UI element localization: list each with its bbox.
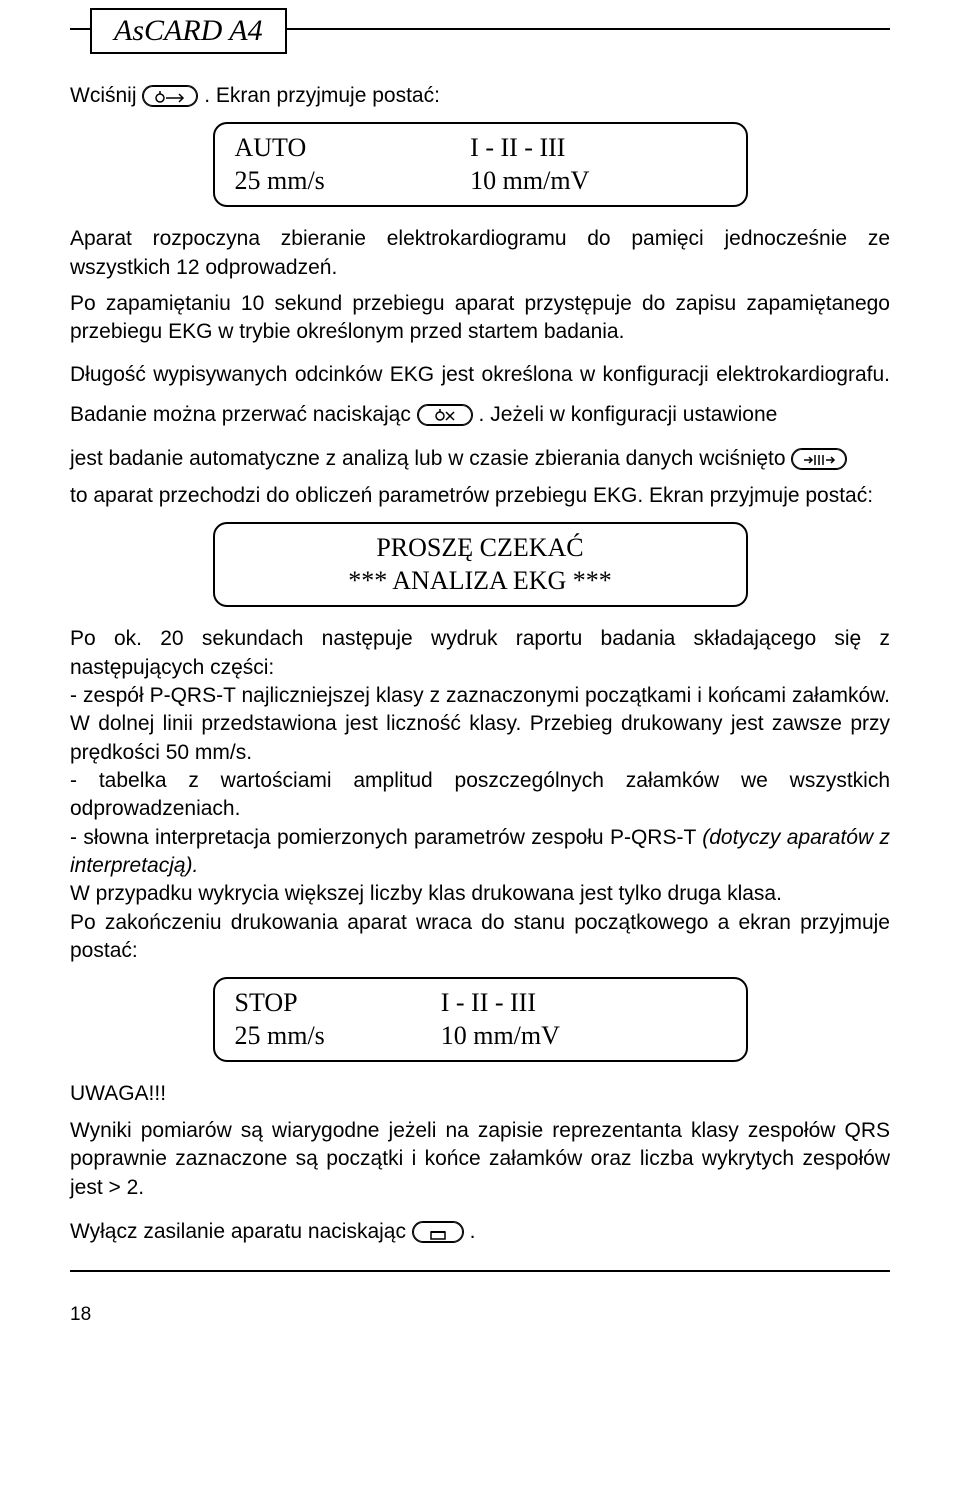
device-label: AsCARD A4 xyxy=(90,8,287,54)
para-8: Po zakończeniu drukowania aparat wraca d… xyxy=(70,909,890,966)
uwaga-body: Wyniki pomiarów są wiarygodne jeżeli na … xyxy=(70,1117,890,1202)
lcd3-r2l: 25 mm/s xyxy=(235,1020,441,1053)
start-record-icon xyxy=(142,85,198,107)
period: . xyxy=(470,1220,476,1243)
power-off-text: Wyłącz zasilanie aparatu naciskając xyxy=(70,1220,412,1243)
bullet-3: - słowna interpretacja pomierzonych para… xyxy=(70,824,890,881)
bullet-2: - tabelka z wartościami amplitud poszcze… xyxy=(70,767,890,824)
lcd3-r1l: STOP xyxy=(235,987,441,1020)
para-5: to aparat przechodzi do obliczeń paramet… xyxy=(70,482,890,510)
report-description: Po ok. 20 sekundach następuje wydruk rap… xyxy=(70,625,890,965)
uwaga-heading: UWAGA!!! xyxy=(70,1080,890,1108)
bottom-rule xyxy=(70,1270,890,1272)
lcd-display-stop: STOP I - II - III 25 mm/s 10 mm/mV xyxy=(213,977,748,1062)
lcd3-r1r: I - II - III xyxy=(441,987,726,1020)
bullet3a-text: - słowna interpretacja pomierzonych para… xyxy=(70,826,702,849)
para-4: jest badanie automatyczne z analizą lub … xyxy=(70,443,890,475)
intro-line: Wciśnij . Ekran przyjmuje postać: xyxy=(70,82,890,110)
para4a-text: jest badanie automatyczne z analizą lub … xyxy=(70,447,791,470)
intro-press-text: Wciśnij xyxy=(70,84,142,107)
para-2: Po zapamiętaniu 10 sekund przebiegu apar… xyxy=(70,290,890,347)
power-icon xyxy=(412,1221,464,1243)
page-number: 18 xyxy=(70,1304,890,1326)
para-6: Po ok. 20 sekundach następuje wydruk rap… xyxy=(70,625,890,682)
para-1: Aparat rozpoczyna zbieranie elektrokardi… xyxy=(70,225,890,282)
lcd2-l2: *** ANALIZA EKG *** xyxy=(235,565,726,598)
power-off-line: Wyłącz zasilanie aparatu naciskając . xyxy=(70,1218,890,1246)
lcd1-r2r: 10 mm/mV xyxy=(470,165,725,198)
intro-tail-text: . Ekran przyjmuje postać: xyxy=(204,84,440,107)
bullet-1: - zespół P-QRS-T najliczniejszej klasy z… xyxy=(70,682,890,767)
para-7: W przypadku wykrycia większej liczby kla… xyxy=(70,880,890,908)
para-3: Długość wypisywanych odcinków EKG jest o… xyxy=(70,355,890,435)
stop-icon xyxy=(417,404,473,426)
lcd1-r1l: AUTO xyxy=(235,132,471,165)
lcd-display-wait: PROSZĘ CZEKAĆ *** ANALIZA EKG *** xyxy=(213,522,748,607)
lcd3-r2r: 10 mm/mV xyxy=(441,1020,726,1053)
lcd1-r2l: 25 mm/s xyxy=(235,165,471,198)
para3b-text: . Jeżeli w konfiguracji ustawione xyxy=(479,403,778,426)
lcd-display-auto: AUTO I - II - III 25 mm/s 10 mm/mV xyxy=(213,122,748,207)
lcd1-r1r: I - II - III xyxy=(470,132,725,165)
analysis-icon xyxy=(791,448,847,470)
lcd2-l1: PROSZĘ CZEKAĆ xyxy=(235,532,726,565)
